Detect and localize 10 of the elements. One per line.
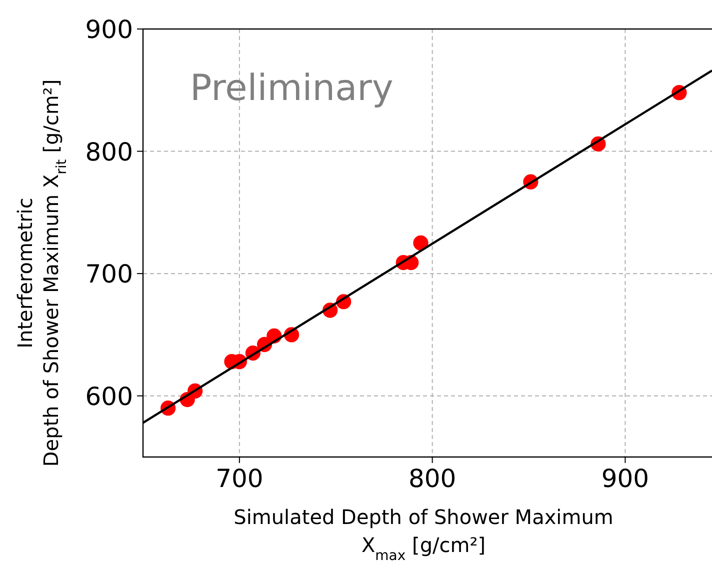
x-tick-label: 700 bbox=[216, 464, 264, 493]
y-tick-label: 900 bbox=[85, 15, 133, 44]
y-tick-label: 700 bbox=[85, 260, 133, 289]
y-tick-label: 600 bbox=[85, 382, 133, 411]
x-tick-label: 900 bbox=[601, 464, 650, 493]
y-tick-label: 800 bbox=[85, 137, 133, 166]
point bbox=[413, 235, 428, 251]
annotation: Preliminary bbox=[190, 68, 394, 109]
x-tick-label: 800 bbox=[408, 464, 456, 493]
x-axis-title: Simulated Depth of Shower Maximum X$_{max}$ [g/cm²] bbox=[234, 505, 614, 563]
